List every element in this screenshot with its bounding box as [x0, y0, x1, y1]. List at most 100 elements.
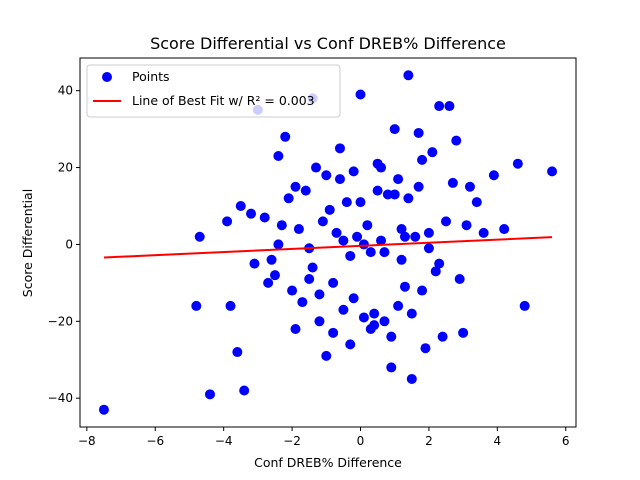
data-point [403, 193, 414, 204]
data-point [399, 231, 410, 242]
data-point [386, 362, 397, 373]
data-point [444, 101, 455, 112]
data-point [499, 224, 510, 235]
fit-line [103, 236, 553, 259]
data-point [423, 243, 434, 254]
data-point [376, 162, 387, 173]
data-point [348, 293, 359, 304]
data-point [389, 124, 400, 135]
data-point [266, 254, 277, 265]
data-point [239, 385, 250, 396]
data-point [321, 170, 332, 181]
points-layer [98, 70, 558, 415]
data-point [382, 189, 393, 200]
data-point [269, 270, 280, 281]
data-point [547, 166, 558, 177]
data-point [191, 300, 202, 311]
data-point [345, 339, 356, 350]
data-point [235, 200, 246, 211]
data-point [447, 177, 458, 188]
data-point [283, 193, 294, 204]
legend-marker-points [102, 72, 112, 82]
data-point [290, 181, 301, 192]
data-point [355, 197, 366, 208]
data-point [338, 235, 349, 246]
data-point [379, 316, 390, 327]
data-point [263, 277, 274, 288]
y-tick-label: 20 [58, 161, 73, 175]
x-tick-label: 6 [562, 434, 570, 448]
data-point [222, 216, 233, 227]
data-point [98, 404, 109, 415]
data-point [403, 70, 414, 81]
data-point [410, 231, 421, 242]
data-point [259, 212, 270, 223]
data-point [338, 304, 349, 315]
x-axis-label: Conf DREB% Difference [254, 455, 402, 470]
y-tick-label: −40 [48, 391, 73, 405]
y-tick-label: −20 [48, 314, 73, 328]
data-point [369, 308, 380, 319]
y-axis-label: Score Differential [20, 189, 35, 297]
data-point [324, 204, 335, 215]
data-point [204, 389, 215, 400]
data-point [328, 327, 339, 338]
x-tick-label: −8 [78, 434, 96, 448]
data-point [423, 227, 434, 238]
y-tick-label: 40 [58, 84, 73, 98]
data-point [317, 216, 328, 227]
data-point [399, 281, 410, 292]
data-point [396, 224, 407, 235]
x-axis-ticks: −8 −6 −4 −2 0 2 4 6 [78, 427, 570, 448]
data-point [331, 227, 342, 238]
data-point [334, 143, 345, 154]
y-axis-ticks: −40 −20 0 20 40 [48, 84, 80, 405]
data-point [512, 158, 523, 169]
legend-label-fit-line: Line of Best Fit w/ R² = 0.003 [132, 93, 315, 108]
data-point [451, 135, 462, 146]
data-point [273, 151, 284, 162]
data-point [434, 101, 445, 112]
data-point [393, 300, 404, 311]
data-point [434, 258, 445, 269]
data-point [225, 300, 236, 311]
x-tick-label: 4 [494, 434, 502, 448]
data-point [345, 250, 356, 261]
data-point [194, 231, 205, 242]
plot-frame [79, 57, 577, 428]
data-point [358, 312, 369, 323]
data-point [461, 220, 472, 231]
data-point [372, 185, 383, 196]
data-point [406, 308, 417, 319]
data-point [362, 220, 373, 231]
x-tick-label: −4 [215, 434, 233, 448]
data-point [358, 239, 369, 250]
data-point [300, 185, 311, 196]
data-point [406, 373, 417, 384]
chart-title: Score Differential vs Conf DREB% Differe… [150, 34, 506, 53]
data-point [386, 331, 397, 342]
data-point [307, 262, 318, 273]
data-point [417, 285, 428, 296]
data-point [437, 331, 448, 342]
data-point [458, 327, 469, 338]
data-point [348, 166, 359, 177]
data-point [478, 227, 489, 238]
x-tick-label: 2 [425, 434, 433, 448]
data-point [376, 235, 387, 246]
y-tick-label: 0 [65, 237, 73, 251]
legend-label-points: Points [132, 69, 170, 84]
data-point [280, 131, 291, 142]
data-point [232, 347, 243, 358]
data-point [355, 89, 366, 100]
data-point [304, 274, 315, 285]
legend: Points Line of Best Fit w/ R² = 0.003 [86, 64, 341, 118]
data-point [519, 300, 530, 311]
data-point [488, 170, 499, 181]
data-point [297, 297, 308, 308]
data-point [413, 127, 424, 138]
data-point [454, 274, 465, 285]
data-point [389, 189, 400, 200]
data-point [287, 285, 298, 296]
